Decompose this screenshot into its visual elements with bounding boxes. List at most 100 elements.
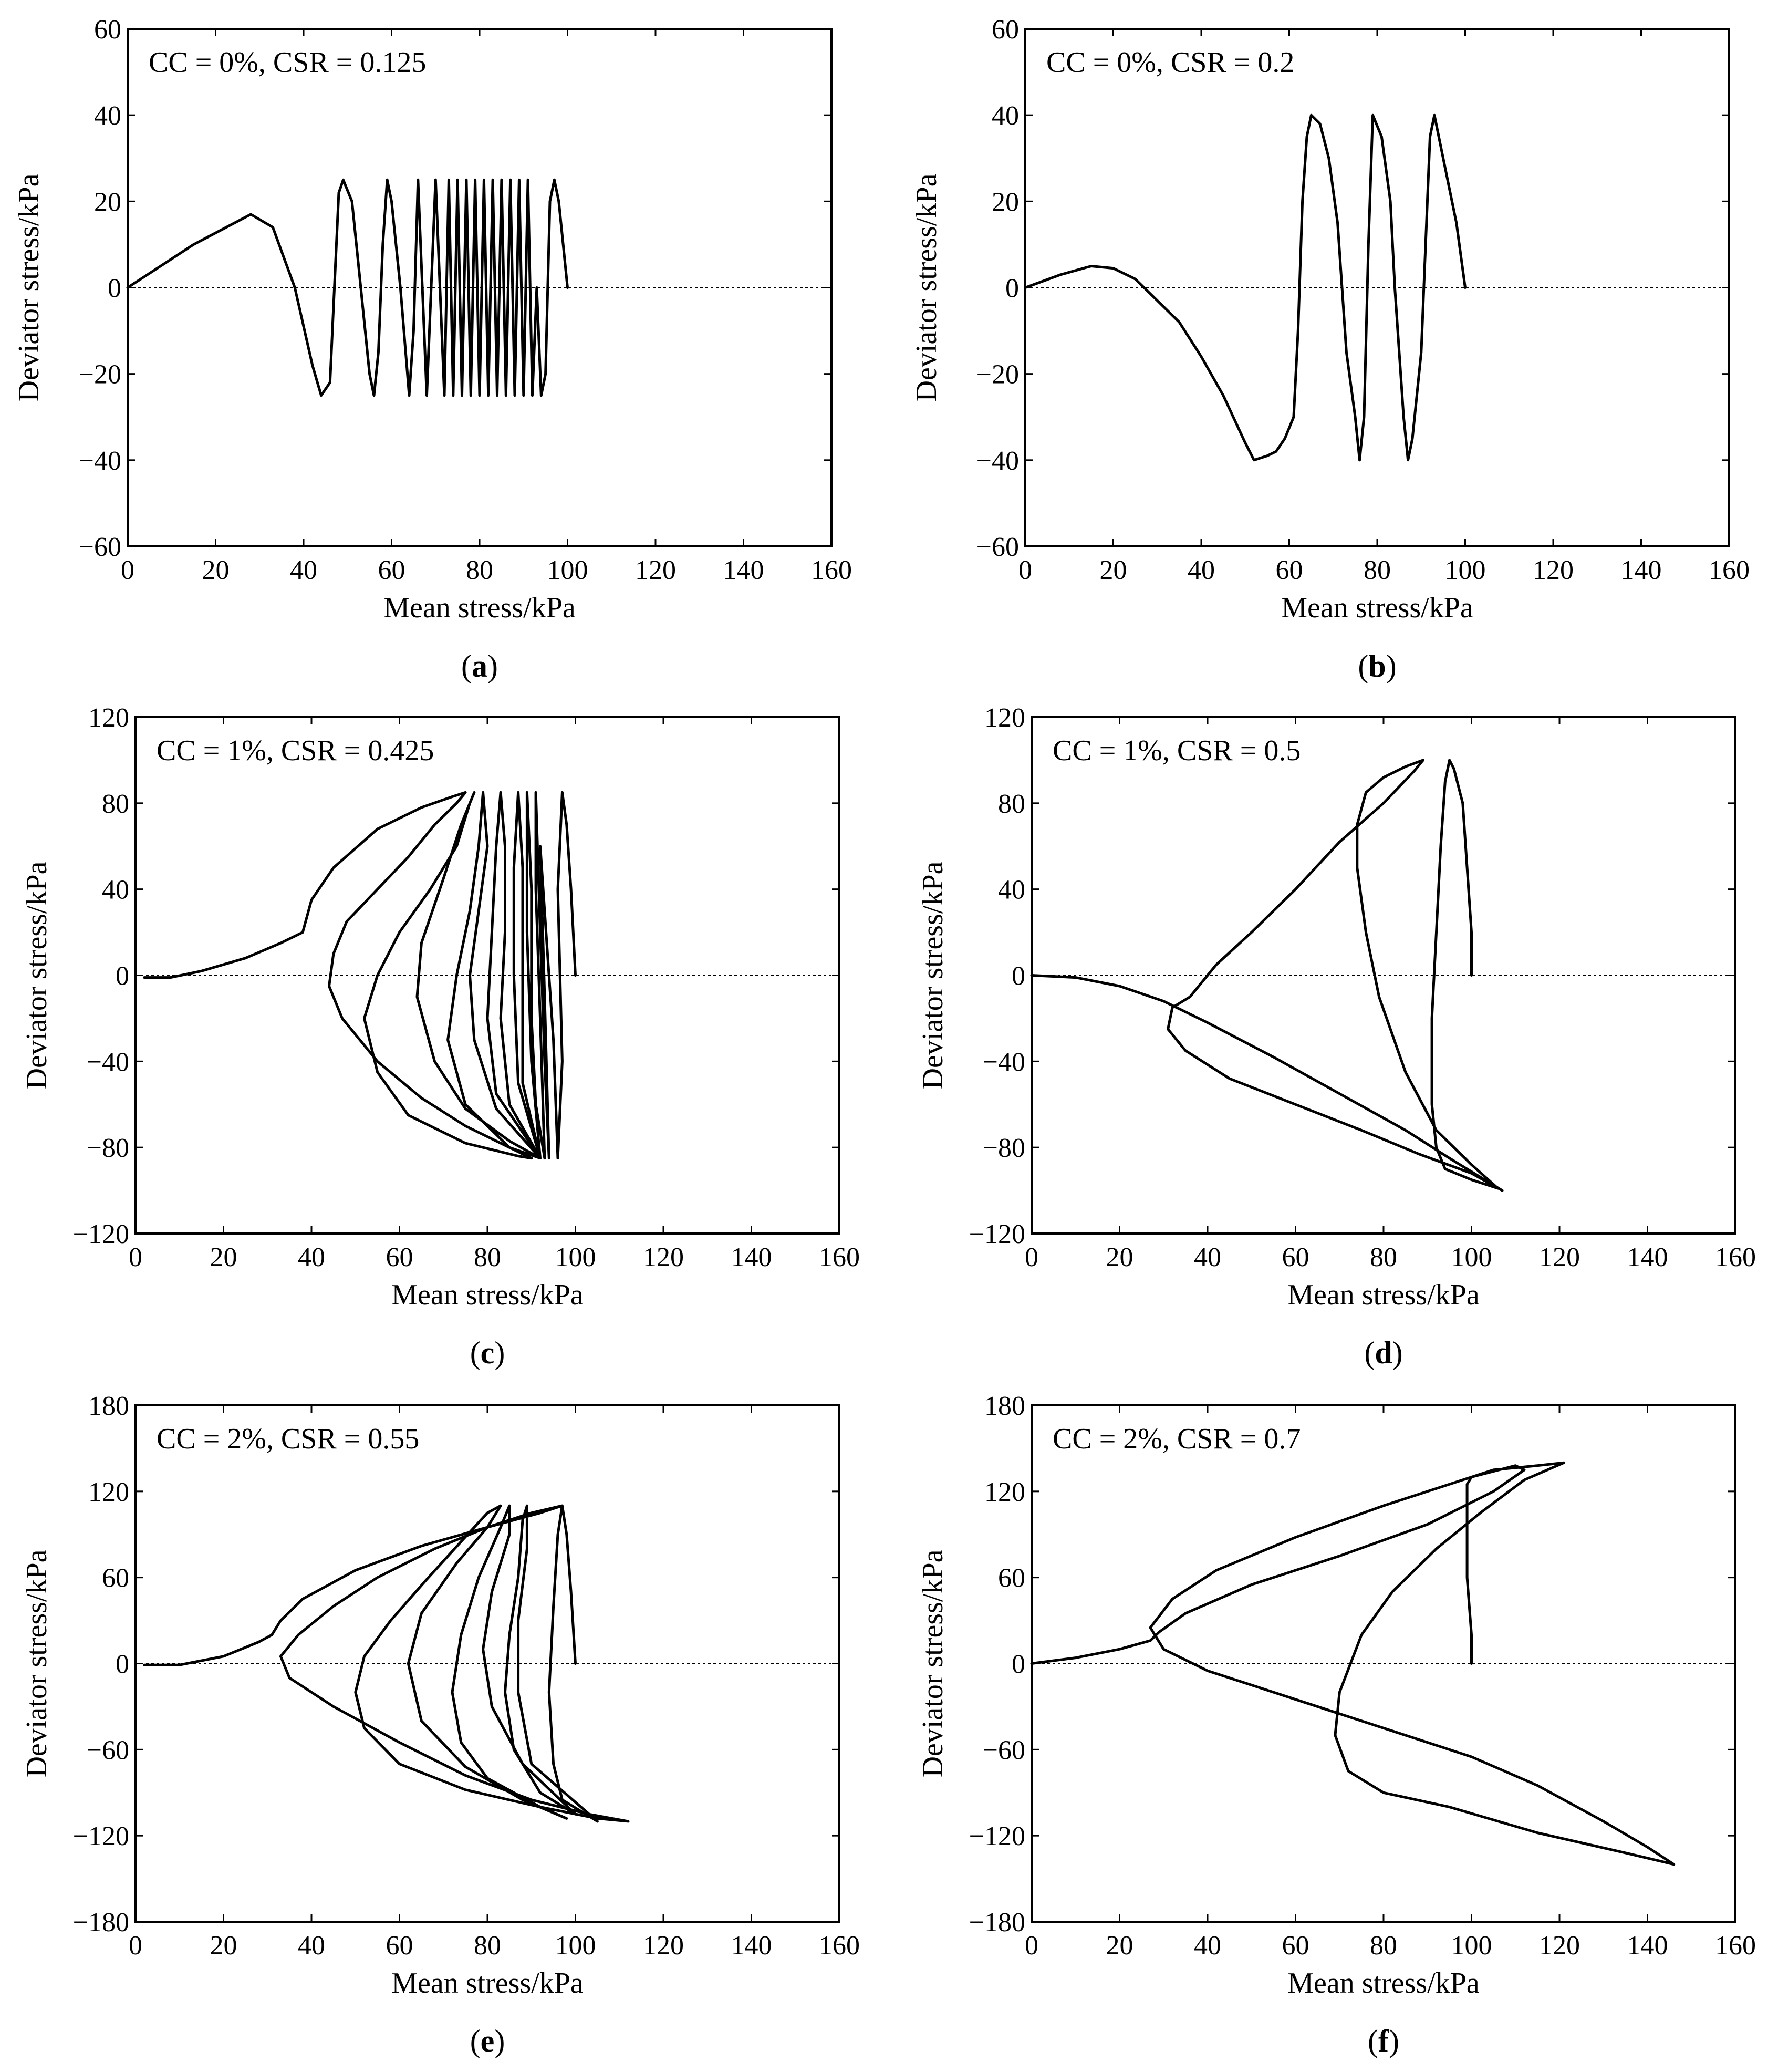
- x-tick-label: 40: [298, 1242, 325, 1272]
- y-tick-label: 0: [1012, 1650, 1025, 1680]
- y-tick-label: 120: [984, 1477, 1025, 1507]
- x-tick-label: 60: [1282, 1242, 1309, 1272]
- x-tick-label: 120: [1539, 1242, 1580, 1272]
- y-axis-title: Deviator stress/kPa: [917, 1549, 949, 1777]
- x-tick-label: 0: [1018, 555, 1032, 585]
- x-tick-label: 60: [378, 555, 405, 585]
- panel-label: (e): [470, 2024, 505, 2058]
- y-axis-title: Deviator stress/kPa: [20, 1549, 53, 1777]
- x-tick-label: 20: [1100, 555, 1127, 585]
- y-tick-label: 40: [998, 875, 1025, 905]
- x-tick-label: 60: [1282, 1931, 1309, 1961]
- x-tick-label: 40: [1188, 555, 1215, 585]
- x-tick-label: 120: [643, 1931, 684, 1961]
- x-tick-label: 140: [1621, 555, 1662, 585]
- y-tick-label: 180: [984, 1391, 1025, 1421]
- x-tick-label: 100: [555, 1931, 596, 1961]
- y-tick-label: 120: [88, 703, 129, 733]
- x-tick-label: 100: [555, 1242, 596, 1272]
- y-tick-label: −60: [87, 1735, 129, 1765]
- x-axis-title: Mean stress/kPa: [1281, 592, 1473, 624]
- x-tick-label: 0: [1025, 1931, 1038, 1961]
- x-tick-label: 120: [643, 1242, 684, 1272]
- y-tick-label: −180: [969, 1908, 1025, 1938]
- x-tick-label: 160: [1709, 555, 1750, 585]
- chart-panel-c: 0 20 40 60 80 100 120 140 160 −120 −80 −40 0 40 80 120 M…: [20, 703, 860, 1370]
- panel-annotation: CC = 2%, CSR = 0.7: [1053, 1423, 1301, 1455]
- y-tick-label: −40: [79, 446, 121, 476]
- x-tick-label: 40: [298, 1931, 325, 1961]
- y-tick-label: 40: [102, 875, 129, 905]
- y-tick-label: −120: [73, 1821, 129, 1851]
- x-tick-label: 160: [1715, 1242, 1756, 1272]
- x-tick-label: 80: [474, 1242, 501, 1272]
- x-tick-label: 20: [210, 1242, 237, 1272]
- x-tick-label: 0: [129, 1242, 142, 1272]
- y-tick-label: −60: [79, 532, 121, 562]
- x-tick-label: 80: [1370, 1931, 1397, 1961]
- y-tick-label: 180: [88, 1391, 129, 1421]
- panel-annotation: CC = 0%, CSR = 0.125: [149, 46, 426, 79]
- y-axis-title: Deviator stress/kPa: [917, 861, 949, 1089]
- y-tick-label: 0: [108, 274, 121, 304]
- stress-path-series: [1030, 759, 1504, 1192]
- x-tick-label: 20: [202, 555, 230, 585]
- x-tick-label: 140: [1627, 1242, 1668, 1272]
- x-tick-label: 160: [1715, 1931, 1756, 1961]
- panel-label: (c): [470, 1335, 505, 1370]
- panel-label: (a): [461, 649, 498, 683]
- x-tick-label: 120: [635, 555, 676, 585]
- x-axis-title: Mean stress/kPa: [391, 1279, 584, 1311]
- y-tick-label: −20: [79, 360, 121, 390]
- chart-panel-a: 0 20 40 60 80 100 120 140 160 −60 −40 −20 0 20 40 60 Mea…: [13, 15, 852, 683]
- panel-annotation: CC = 0%, CSR = 0.2: [1046, 46, 1294, 79]
- x-tick-label: 40: [1194, 1242, 1221, 1272]
- y-tick-label: 0: [1012, 961, 1025, 991]
- y-tick-label: 0: [116, 961, 129, 991]
- x-axis-title: Mean stress/kPa: [383, 592, 576, 624]
- stress-path-series: [143, 1504, 630, 1823]
- x-tick-label: 0: [121, 555, 134, 585]
- x-tick-label: 120: [1533, 555, 1574, 585]
- x-axis-title: Mean stress/kPa: [1287, 1279, 1480, 1311]
- y-tick-label: −80: [983, 1133, 1025, 1163]
- y-tick-label: 0: [1005, 274, 1019, 304]
- y-tick-label: 40: [992, 101, 1019, 131]
- y-tick-label: 0: [116, 1650, 129, 1680]
- stress-path-series: [143, 791, 577, 1160]
- x-tick-label: 60: [1276, 555, 1303, 585]
- y-tick-label: −60: [976, 532, 1019, 562]
- panel-label: (d): [1364, 1335, 1402, 1370]
- y-axis-title: Deviator stress/kPa: [13, 173, 45, 401]
- y-tick-label: −120: [969, 1219, 1025, 1249]
- y-tick-label: −20: [976, 360, 1019, 390]
- y-axis-title: Deviator stress/kPa: [20, 861, 53, 1089]
- x-axis-title: Mean stress/kPa: [391, 1967, 584, 2000]
- x-tick-label: 80: [466, 555, 493, 585]
- y-tick-label: 40: [94, 101, 121, 131]
- y-tick-label: 80: [998, 789, 1025, 819]
- x-tick-label: 20: [210, 1931, 237, 1961]
- x-tick-label: 100: [1445, 555, 1486, 585]
- x-tick-label: 60: [386, 1242, 413, 1272]
- x-tick-label: 140: [731, 1931, 772, 1961]
- y-tick-label: −120: [73, 1219, 129, 1249]
- chart-panel-b: 0 20 40 60 80 100 120 140 160 −60 −40 −20 0 20 40 60 Mea…: [910, 15, 1750, 683]
- x-tick-label: 40: [1194, 1931, 1221, 1961]
- x-tick-label: 20: [1106, 1242, 1133, 1272]
- panel-annotation: CC = 2%, CSR = 0.55: [157, 1423, 419, 1455]
- panel-label: (f): [1368, 2024, 1399, 2058]
- y-tick-label: −40: [87, 1047, 129, 1077]
- y-tick-label: −120: [969, 1821, 1025, 1851]
- x-tick-label: 160: [819, 1242, 860, 1272]
- panel-label: (b): [1358, 649, 1396, 683]
- x-tick-label: 0: [129, 1931, 142, 1961]
- x-tick-label: 80: [474, 1931, 501, 1961]
- y-tick-label: −60: [983, 1735, 1025, 1765]
- x-tick-label: 40: [290, 555, 317, 585]
- chart-panel-f: 0 20 40 60 80 100 120 140 160 −180 −120 −60 0 60 120 18…: [917, 1391, 1756, 2058]
- y-tick-label: 60: [94, 15, 121, 45]
- y-tick-label: 120: [984, 703, 1025, 733]
- y-tick-label: −180: [73, 1908, 129, 1938]
- y-tick-label: 20: [992, 187, 1019, 217]
